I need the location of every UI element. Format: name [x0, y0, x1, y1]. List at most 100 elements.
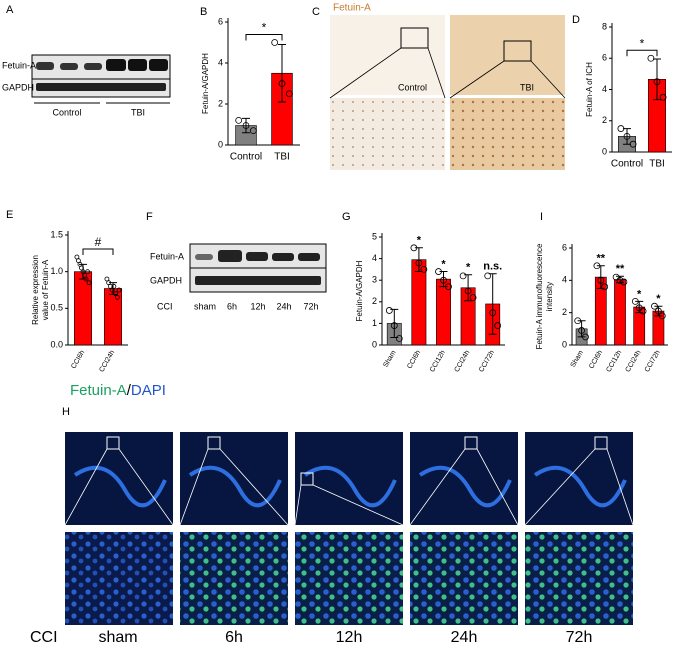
data-point — [617, 125, 625, 132]
y-tick-label: 0.0 — [50, 339, 63, 349]
column-label: 12h — [336, 629, 363, 646]
x-tick-label: Control — [611, 159, 643, 170]
significance: * — [466, 262, 471, 274]
error-bar — [439, 271, 448, 288]
y-tick-label: 0 — [562, 339, 567, 349]
column-label: 6h — [225, 629, 243, 646]
data-point — [420, 265, 428, 273]
data-point — [578, 327, 585, 334]
micrograph — [410, 532, 518, 625]
zoom-line — [118, 448, 174, 526]
zoom-line — [179, 448, 209, 526]
blot-label: Fetuin-A — [150, 251, 184, 261]
micrograph — [450, 15, 565, 95]
data-point — [658, 312, 666, 320]
significance: * — [637, 288, 642, 300]
zoom-line — [409, 448, 466, 526]
data-point — [489, 309, 497, 317]
zoom-box — [464, 436, 478, 450]
zoom-line — [524, 448, 596, 526]
data-point — [639, 307, 647, 315]
data-point — [85, 269, 90, 275]
y-tick-label: 0 — [602, 146, 607, 156]
y-axis-label: intensity — [545, 282, 554, 311]
data-point — [114, 294, 120, 300]
data-point — [651, 302, 658, 310]
lane-label: 12h — [250, 301, 265, 311]
micrograph — [295, 532, 403, 625]
tissue-outline — [418, 465, 512, 508]
significance: * — [656, 293, 661, 305]
image-label: Control — [398, 82, 427, 92]
zoom-box — [503, 40, 532, 62]
panel-letter: D — [572, 14, 580, 26]
significance: * — [417, 235, 422, 247]
comparison-bracket — [245, 34, 283, 41]
data-point — [601, 283, 609, 291]
y-tick-label: 6 — [602, 53, 607, 63]
bands — [195, 250, 321, 285]
data-point — [249, 127, 257, 135]
x-tick-label: CCI12h — [429, 349, 447, 373]
panel-letter: C — [312, 6, 320, 18]
lane-label: 24h — [276, 301, 291, 311]
x-tick-label: CCI6h — [588, 349, 604, 370]
micrograph — [330, 98, 445, 170]
blot-label: Fetuin-A — [2, 60, 36, 70]
blot-label: GAPDH — [2, 82, 34, 92]
tissue-outline — [533, 465, 627, 508]
zoom-line — [312, 484, 404, 526]
data-point — [415, 259, 423, 267]
lane-label: 6h — [227, 301, 237, 311]
data-point — [106, 280, 112, 286]
data-point — [113, 291, 119, 297]
data-point — [445, 283, 452, 291]
data-point — [464, 287, 472, 295]
micrograph — [525, 532, 633, 625]
panel-letter: G — [342, 211, 351, 223]
y-tick-label: 8 — [602, 21, 607, 31]
significance: n.s. — [483, 261, 502, 273]
group-label: CCI — [30, 629, 58, 646]
zoom-box — [594, 436, 608, 450]
significance: ** — [597, 253, 606, 265]
y-tick-label: 1 — [372, 318, 377, 328]
micrograph — [330, 15, 445, 95]
x-tick-label: Control — [230, 152, 262, 163]
y-axis-label: Fetuin-A immunofluorescence — [535, 243, 544, 349]
y-axis-label: value of Fetuin-A — [41, 259, 50, 320]
data-point — [395, 335, 403, 342]
image-grid — [64, 432, 634, 625]
data-point — [435, 268, 442, 275]
zoom-box — [106, 436, 120, 450]
tissue-outline — [73, 465, 167, 508]
lane-label: 72h — [303, 301, 318, 311]
zoom-box — [207, 436, 221, 450]
data-point — [111, 283, 117, 289]
y-tick-label: 0.5 — [50, 303, 63, 313]
data-point — [659, 93, 667, 101]
y-tick-label: 2 — [562, 307, 567, 317]
data-point — [459, 272, 467, 280]
y-tick-label: 1.5 — [50, 229, 63, 239]
group-label: Control — [52, 107, 81, 117]
significance: * — [441, 258, 446, 270]
y-tick-label: 6 — [218, 16, 223, 26]
data-point — [242, 122, 250, 129]
blot-label: GAPDH — [150, 275, 182, 285]
group-label: CCI — [157, 301, 173, 311]
group-label: TBI — [131, 107, 145, 117]
panel-letter: F — [146, 211, 153, 223]
error-bar — [577, 320, 586, 338]
error-bar — [623, 128, 631, 145]
significance: * — [262, 21, 267, 35]
column-label: 24h — [451, 629, 478, 646]
x-tick-label: TBI — [649, 159, 665, 170]
x-tick-label: CCI6h — [406, 349, 422, 370]
x-tick-label: Sham — [382, 349, 397, 368]
zoom-line — [219, 448, 289, 526]
data-point — [494, 322, 502, 329]
data-point — [271, 39, 279, 46]
data-point — [629, 140, 637, 148]
error-bar — [390, 308, 399, 338]
